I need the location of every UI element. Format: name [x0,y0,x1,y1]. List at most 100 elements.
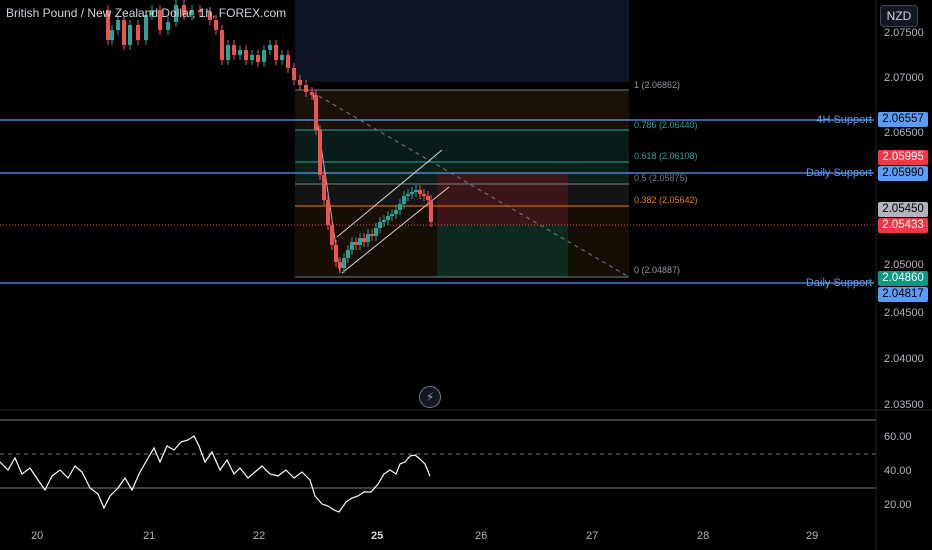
candle-body [256,55,260,62]
candle-body [292,68,296,80]
price-tag-daily-support-2: 2.04817 [878,287,928,302]
candle-body [244,50,248,60]
candle-body [358,238,362,245]
candle-body [220,30,224,60]
price-tick: 2.06500 [884,127,924,139]
candle-body [268,45,272,50]
price-tag-last-close: 2.05450 [878,202,928,217]
candle-body [350,242,354,250]
candle-body [318,130,322,175]
price-tick: 2.04000 [884,353,924,365]
take-profit-zone[interactable] [437,225,568,277]
price-tick: 2.03500 [884,399,924,411]
candle-body [386,216,390,220]
candle-body [238,50,242,55]
date-tick: 21 [143,530,156,542]
fib-label: 0.5 (2.05875) [634,173,688,183]
candle-body [106,10,110,40]
date-tick: 25 [371,530,384,542]
fib-zone [295,130,629,162]
price-tick: 2.07500 [884,27,924,39]
support-label-daily-1: Daily Support [805,167,872,179]
price-tick: 2.04500 [884,307,924,319]
candle-body [326,200,330,225]
price-tag-4h-support: 2.06557 [878,112,928,127]
candle-body [190,10,194,15]
channel-upper[interactable] [336,149,443,238]
date-tick: 20 [31,530,44,542]
date-tick: 27 [586,530,599,542]
support-label-4h: 4H Support [816,114,872,126]
candle-body [166,22,170,30]
rsi-tick: 20.00 [884,499,912,511]
candle-body [128,25,132,45]
trend-line[interactable] [311,91,630,278]
candle-body [418,190,422,194]
date-tick: 22 [253,530,266,542]
candle-body [362,238,366,242]
price-tag-take-profit: 2.04860 [878,271,928,286]
currency-button[interactable]: NZD [880,5,918,27]
candle-body [144,15,148,40]
price-tag-stop-loss: 2.05995 [878,150,928,165]
candle-body [274,45,278,60]
candle-body [182,5,186,15]
candle-body [226,45,230,60]
candle-body [232,45,236,55]
lightning-icon[interactable]: ⚡ [419,386,441,408]
chart-title: British Pound / New Zealand Dollar, 1h, … [6,6,287,20]
candle-body [322,175,326,200]
stop-loss-zone[interactable] [437,173,568,225]
candle-body [346,250,350,258]
candle-body [402,196,406,204]
candle-body [429,200,433,222]
candle-body [262,50,266,62]
candle-body [426,196,430,200]
candle-body [414,190,418,192]
candle-body [208,12,212,20]
fib-label: 0 (2.04887) [634,265,681,275]
rsi-tick: 60.00 [884,431,912,443]
price-tag-daily-support-1: 2.05990 [878,166,928,181]
candle-body [394,210,398,214]
candle-body [354,242,358,245]
price-tick: 2.05000 [884,259,924,271]
candle-body [410,192,414,194]
candle-body [378,222,382,228]
candle-body [122,20,126,45]
candle-body [198,10,202,12]
rsi-line [0,435,431,513]
candle-body [374,228,378,236]
session-highlight [295,0,629,82]
candle-body [150,10,154,15]
date-tick: 29 [806,530,819,542]
fib-label: 1 (2.06862) [634,80,681,90]
candle-body [342,258,346,268]
candle-body [366,234,370,242]
candle-body [338,262,342,268]
candle-body [310,92,314,95]
candle-body [158,10,162,30]
candle-body [334,245,338,262]
candlestick-series [106,0,433,273]
candle-body [286,55,290,68]
candle-body [406,194,410,196]
price-tick: 2.07000 [884,72,924,84]
fib-label: 0.786 (2.06440) [634,120,698,130]
candle-body [136,25,140,40]
candle-body [174,5,178,22]
fibonacci-lines[interactable] [295,89,629,278]
fib-label: 0.618 (2.06108) [634,151,698,161]
candle-body [390,214,394,216]
candle-body [116,20,120,30]
candle-body [422,194,426,196]
candle-body [304,85,308,92]
candle-body [398,204,402,210]
date-tick: 26 [475,530,488,542]
candle-body [214,20,218,30]
candle-body [250,55,254,60]
candle-body [280,55,284,60]
rsi-tick: 40.00 [884,465,912,477]
candle-body [382,220,386,222]
